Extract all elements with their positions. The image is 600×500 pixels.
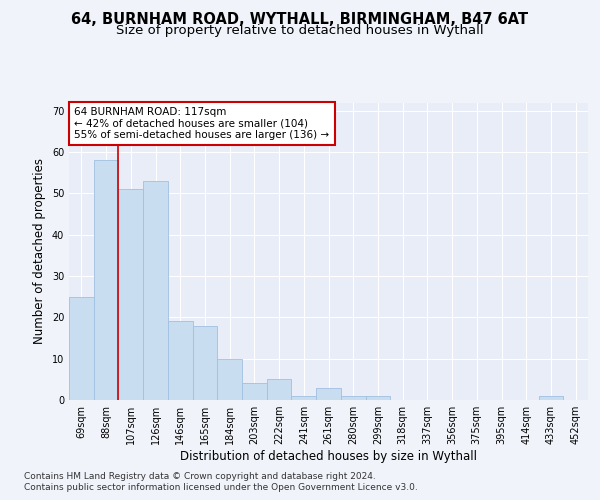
Bar bbox=[316, 388, 341, 400]
Bar bbox=[539, 396, 563, 400]
Bar bbox=[94, 160, 118, 400]
Bar bbox=[168, 322, 193, 400]
Text: Contains HM Land Registry data © Crown copyright and database right 2024.: Contains HM Land Registry data © Crown c… bbox=[24, 472, 376, 481]
Bar bbox=[143, 181, 168, 400]
Text: Contains public sector information licensed under the Open Government Licence v3: Contains public sector information licen… bbox=[24, 484, 418, 492]
Bar bbox=[341, 396, 365, 400]
Bar bbox=[69, 296, 94, 400]
Bar bbox=[242, 384, 267, 400]
Bar bbox=[267, 380, 292, 400]
Bar bbox=[217, 358, 242, 400]
Text: 64 BURNHAM ROAD: 117sqm
← 42% of detached houses are smaller (104)
55% of semi-d: 64 BURNHAM ROAD: 117sqm ← 42% of detache… bbox=[74, 107, 329, 140]
X-axis label: Distribution of detached houses by size in Wythall: Distribution of detached houses by size … bbox=[180, 450, 477, 463]
Bar bbox=[292, 396, 316, 400]
Text: Size of property relative to detached houses in Wythall: Size of property relative to detached ho… bbox=[116, 24, 484, 37]
Y-axis label: Number of detached properties: Number of detached properties bbox=[33, 158, 46, 344]
Bar bbox=[193, 326, 217, 400]
Bar bbox=[365, 396, 390, 400]
Bar bbox=[118, 190, 143, 400]
Text: 64, BURNHAM ROAD, WYTHALL, BIRMINGHAM, B47 6AT: 64, BURNHAM ROAD, WYTHALL, BIRMINGHAM, B… bbox=[71, 12, 529, 28]
